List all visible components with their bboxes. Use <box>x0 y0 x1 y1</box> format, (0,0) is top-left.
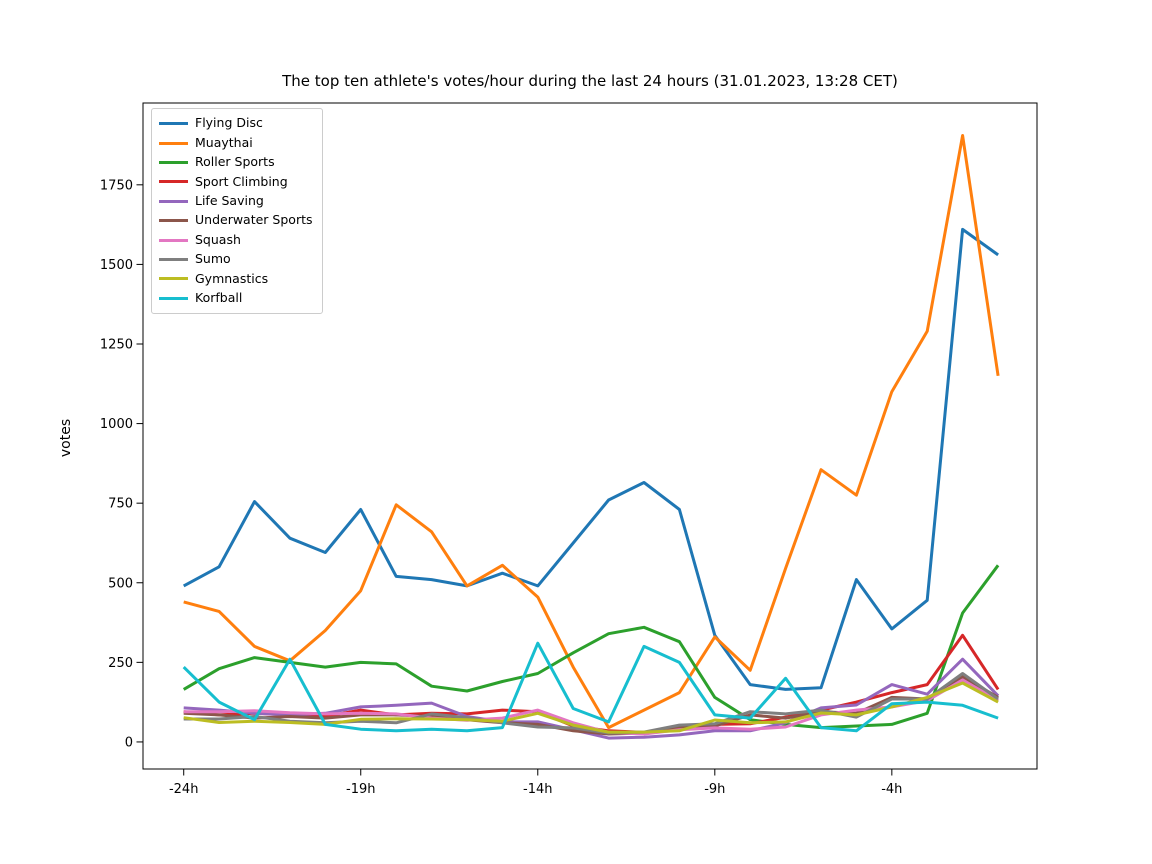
x-tick-label: -19h <box>346 782 375 797</box>
y-tick-label: 1500 <box>100 258 133 273</box>
legend-item-gymnastics: Gymnastics <box>159 269 313 288</box>
y-tick-label: 1750 <box>100 178 133 193</box>
axes-frame <box>142 102 1038 770</box>
x-tick-label: -14h <box>523 782 552 797</box>
legend-label-sumo: Sumo <box>195 251 231 267</box>
legend-swatch-sport-climbing <box>159 180 188 184</box>
legend-item-sumo: Sumo <box>159 250 313 269</box>
x-tick-label: -9h <box>704 782 725 797</box>
legend-swatch-underwater-sports <box>159 219 188 223</box>
legend-label-muaythai: Muaythai <box>195 134 253 150</box>
legend-item-life-saving: Life Saving <box>159 192 313 211</box>
series-line-korfball <box>182 641 999 733</box>
legend-swatch-korfball <box>159 296 188 300</box>
legend-label-sport-climbing: Sport Climbing <box>195 173 288 189</box>
y-tick-label: 0 <box>125 735 133 750</box>
legend-swatch-life-saving <box>159 199 188 203</box>
y-tick-label: 750 <box>108 497 133 512</box>
chart-title: The top ten athlete's votes/hour during … <box>282 72 898 90</box>
y-tick-label: 1250 <box>100 337 133 352</box>
legend-label-flying-disc: Flying Disc <box>195 115 263 131</box>
legend-label-underwater-sports: Underwater Sports <box>195 212 313 228</box>
series-line-gymnastics <box>183 681 999 734</box>
y-tick-label: 500 <box>108 576 133 591</box>
y-tick-label: 250 <box>108 656 133 671</box>
legend-swatch-flying-disc <box>159 122 188 126</box>
legend-swatch-muaythai <box>159 141 188 145</box>
legend-item-underwater-sports: Underwater Sports <box>159 211 313 230</box>
series-line-flying-disc <box>182 227 999 691</box>
legend-item-squash: Squash <box>159 230 313 249</box>
legend: Flying Disc Muaythai Roller Sports Sport Cl… <box>151 108 323 314</box>
legend-label-life-saving: Life Saving <box>195 193 264 208</box>
legend-item-muaythai: Muaythai <box>159 133 313 152</box>
legend-label-squash: Squash <box>195 231 241 247</box>
series-line-muaythai <box>183 134 1000 730</box>
legend-label-korfball: Korfball <box>195 289 243 305</box>
legend-item-flying-disc: Flying Disc <box>159 114 313 133</box>
legend-item-roller-sports: Roller Sports <box>159 153 313 172</box>
legend-swatch-squash <box>159 238 188 242</box>
x-tick-label: -4h <box>881 782 902 797</box>
legend-label-gymnastics: Gymnastics <box>195 270 269 286</box>
legend-label-roller-sports: Roller Sports <box>195 154 275 170</box>
legend-item-korfball: Korfball <box>159 289 313 308</box>
y-tick-label: 1000 <box>100 417 133 432</box>
legend-swatch-sumo <box>159 257 188 261</box>
legend-item-sport-climbing: Sport Climbing <box>159 172 313 191</box>
x-tick-label: -24h <box>169 782 198 797</box>
legend-swatch-gymnastics <box>159 277 188 281</box>
legend-swatch-roller-sports <box>159 160 188 164</box>
